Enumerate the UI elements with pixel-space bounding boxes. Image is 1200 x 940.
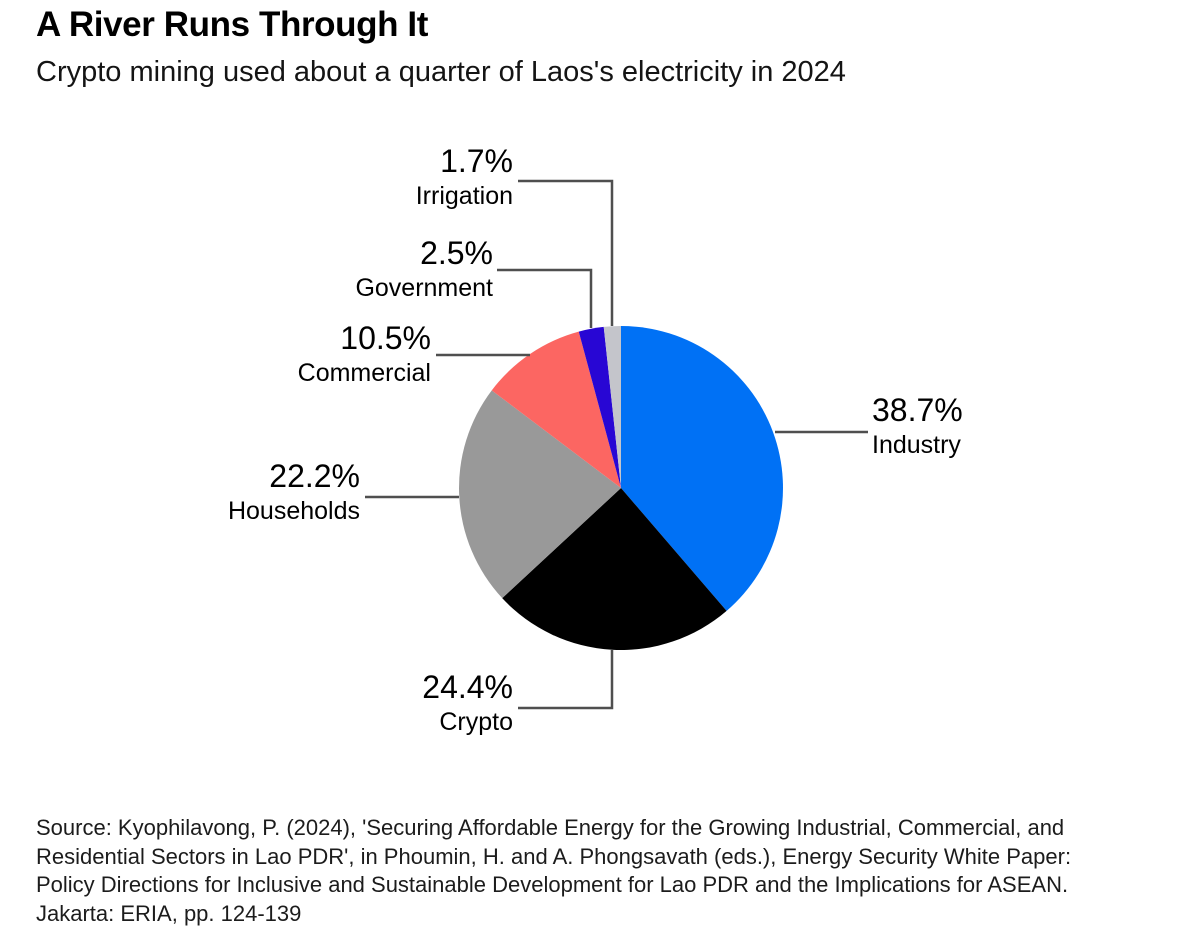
chart-subtitle: Crypto mining used about a quarter of La…	[36, 56, 846, 88]
source-note: Source: Kyophilavong, P. (2024), 'Securi…	[36, 815, 1072, 926]
slice-name-commercial: Commercial	[297, 359, 431, 387]
pie-slice-irrigation	[603, 326, 621, 488]
pie-slices	[459, 326, 783, 650]
slice-label-commercial: 10.5% Commercial	[298, 321, 431, 390]
slice-name-households: Households	[227, 497, 360, 525]
slice-label-households: 22.2% Households	[228, 459, 360, 528]
pie-slice-industry	[621, 326, 783, 611]
pie-slice-crypto	[502, 488, 727, 650]
slice-value-crypto: 24.4%	[422, 669, 513, 705]
leader-line-government	[497, 268, 593, 328]
slice-label-industry: 38.7% Industry	[872, 393, 963, 462]
slice-name-irrigation: Irrigation	[415, 182, 513, 210]
slice-name-government: Government	[355, 274, 493, 302]
leader-line-crypto	[518, 650, 614, 710]
slice-label-irrigation: 1.7% Irrigation	[416, 144, 513, 213]
pie-slice-commercial	[491, 331, 621, 488]
slice-value-irrigation: 1.7%	[440, 143, 513, 179]
slice-value-households: 22.2%	[269, 458, 360, 494]
leader-line-irrigation	[518, 179, 614, 326]
slice-name-industry: Industry	[872, 431, 961, 459]
leader-lines	[365, 179, 868, 710]
slice-name-crypto: Crypto	[439, 708, 513, 736]
pie-slice-government	[578, 326, 621, 488]
chart-title: A River Runs Through It	[36, 5, 429, 44]
slice-label-crypto: 24.4% Crypto	[422, 670, 513, 739]
slice-value-industry: 38.7%	[872, 392, 963, 428]
slice-value-government: 2.5%	[420, 235, 493, 271]
pie-slice-households	[459, 390, 621, 599]
slice-value-commercial: 10.5%	[340, 320, 431, 356]
slice-label-government: 2.5% Government	[355, 236, 493, 305]
